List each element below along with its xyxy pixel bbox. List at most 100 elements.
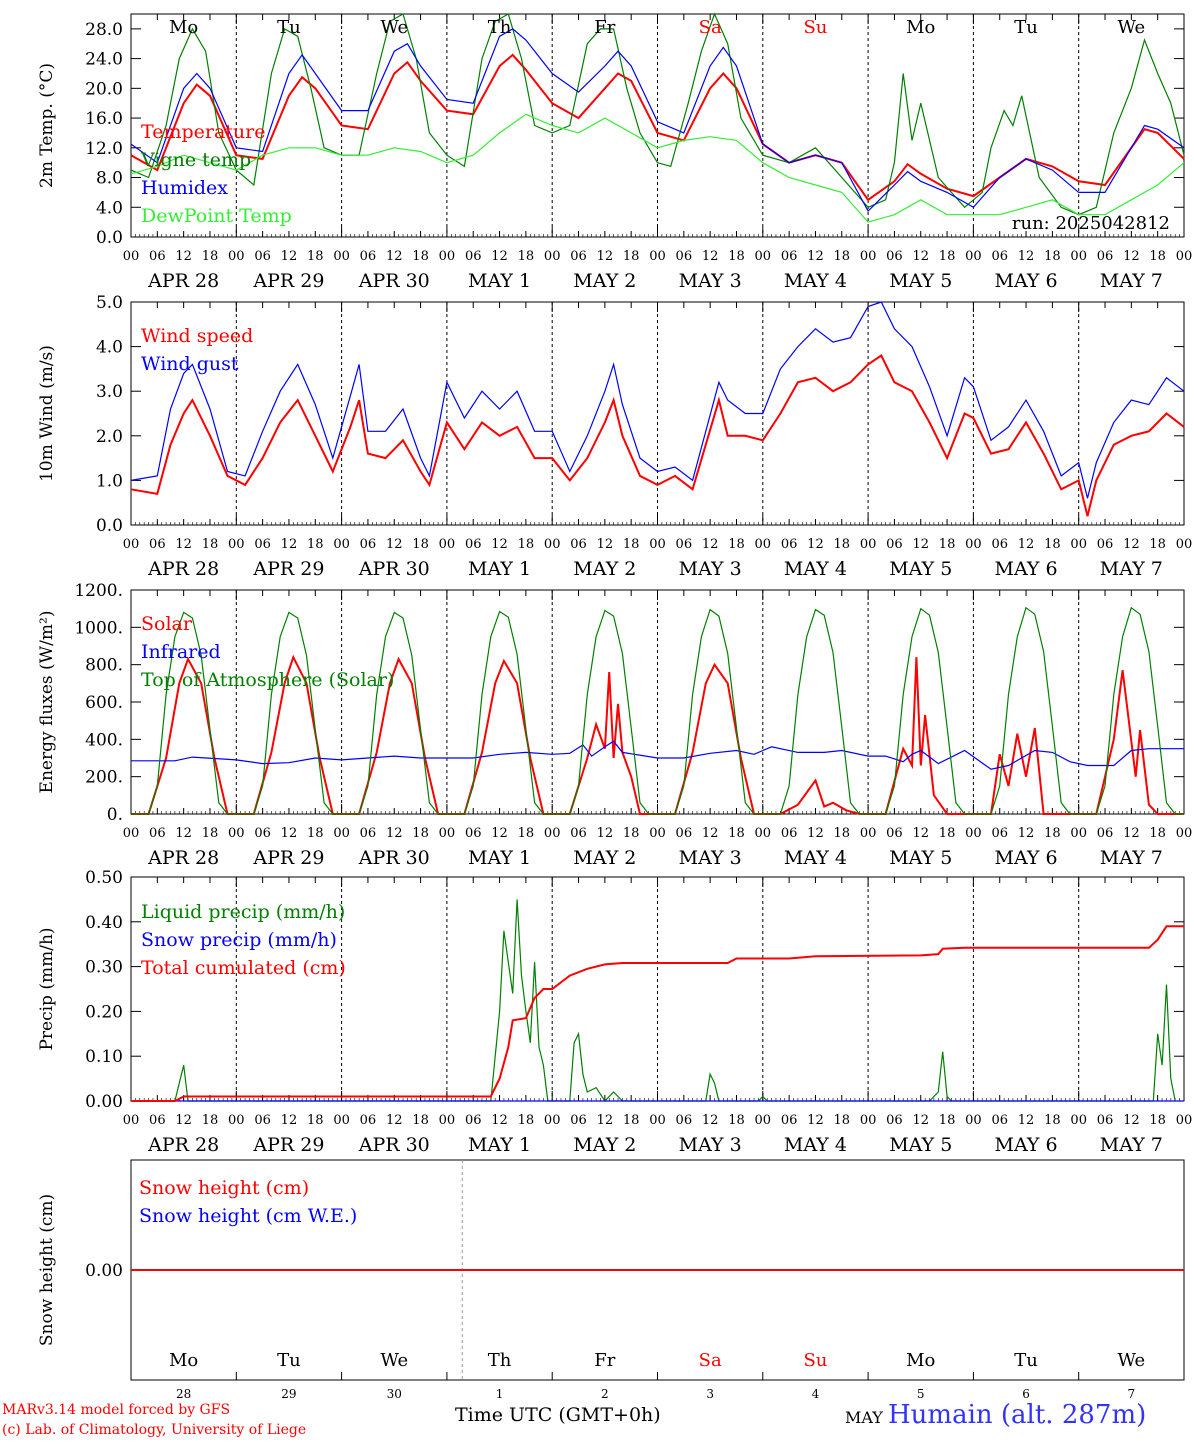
hour-label: 12	[281, 537, 298, 552]
y-tick-label: 5.0	[96, 293, 123, 313]
hour-label: 12	[807, 826, 824, 841]
hour-label: 06	[360, 1113, 377, 1128]
legend-entry: Total cumulated (cm)	[141, 957, 346, 979]
day-of-week-label: Tu	[277, 17, 301, 38]
hour-label: 12	[175, 537, 192, 552]
date-label: MAY 7	[1100, 1134, 1163, 1156]
hour-label: 06	[991, 249, 1008, 264]
hour-label: 00	[228, 826, 245, 841]
hour-label: 00	[965, 826, 982, 841]
y-tick-label: 400.	[85, 730, 123, 750]
hour-label: 00	[1070, 1113, 1087, 1128]
legend-entry: Vigne temp	[140, 149, 251, 171]
legend-entry: Temperature	[141, 121, 265, 143]
hour-label: 18	[518, 1113, 535, 1128]
y-tick-label: 0.0	[96, 228, 123, 248]
hour-label: 12	[597, 537, 614, 552]
hour-label: 00	[333, 1113, 350, 1128]
hour-label: 18	[518, 826, 535, 841]
hour-label: 12	[1123, 1113, 1140, 1128]
day-number-label: 2	[601, 1387, 609, 1401]
hour-label: 12	[807, 537, 824, 552]
y-tick-label: 0.	[107, 805, 123, 825]
day-of-week-label: Tu	[1014, 1350, 1038, 1371]
day-of-week-label: Mo	[169, 17, 198, 38]
hour-label: 12	[1123, 537, 1140, 552]
hour-label: 18	[202, 537, 219, 552]
hour-label: 18	[202, 826, 219, 841]
y-axis-label: 10m Wind (m/s)	[37, 345, 57, 482]
date-label: MAY 1	[468, 558, 531, 580]
hour-label: 06	[149, 249, 166, 264]
hour-label: 06	[781, 249, 798, 264]
date-label: APR 30	[358, 1134, 430, 1156]
hour-label: 12	[702, 1113, 719, 1128]
hour-label: 18	[834, 249, 851, 264]
day-of-week-label: We	[1118, 17, 1146, 38]
hour-label: 06	[254, 249, 271, 264]
hour-label: 18	[939, 537, 956, 552]
hour-label: 18	[518, 249, 535, 264]
hour-label: 12	[491, 249, 508, 264]
day-of-week-label: We	[380, 1350, 408, 1371]
hour-label: 06	[886, 249, 903, 264]
panel-2: 00 06 12 18 00 06 12 18 00 06 12 18 00 06 12 18 00 06 12 18…	[37, 293, 1192, 580]
lab-credit-line: (c) Lab. of Climatology, University of L…	[2, 1422, 307, 1438]
y-tick-label: 800.	[85, 656, 123, 676]
date-label: MAY 1	[468, 1134, 531, 1156]
date-label: MAY 6	[995, 270, 1058, 292]
legend-entry: DewPoint Temp	[141, 205, 292, 227]
hour-label: 18	[939, 1113, 956, 1128]
date-label: MAY 5	[889, 270, 952, 292]
hour-label: 00	[860, 1113, 877, 1128]
day-number-label: 7	[1128, 1387, 1136, 1401]
hour-label: 06	[991, 537, 1008, 552]
legend-entry: Top of Atmosphere (Solar)	[141, 669, 394, 691]
hour-label: 00	[439, 249, 456, 264]
hour-label: 00	[860, 826, 877, 841]
hour-label: 00	[544, 249, 561, 264]
hour-label: 12	[807, 1113, 824, 1128]
hour-label: 06	[781, 537, 798, 552]
hour-label: 06	[465, 249, 482, 264]
hour-label: 12	[281, 826, 298, 841]
date-label: MAY 6	[995, 1134, 1058, 1156]
hour-label: 06	[570, 537, 587, 552]
hour-label: 12	[912, 249, 929, 264]
y-tick-label: 0.30	[85, 958, 123, 978]
hour-label: 18	[518, 537, 535, 552]
hour-label: 12	[175, 826, 192, 841]
hour-label: 12	[1018, 826, 1035, 841]
series-line-3	[131, 925, 1184, 1102]
hour-label: 06	[886, 537, 903, 552]
hour-label: 12	[1123, 826, 1140, 841]
date-label: APR 30	[358, 270, 430, 292]
date-label: MAY 3	[679, 847, 742, 869]
day-of-week-label: Fr	[594, 17, 615, 38]
hour-label: 00	[755, 826, 772, 841]
hour-label: 12	[1123, 249, 1140, 264]
hour-label: 18	[728, 826, 745, 841]
hour-label: 12	[491, 537, 508, 552]
series-line-1	[130, 354, 1185, 517]
hour-label: 12	[491, 1113, 508, 1128]
hour-label: 00	[965, 249, 982, 264]
hour-label: 06	[570, 249, 587, 264]
date-label: MAY 4	[784, 1134, 847, 1156]
date-label: MAY 2	[573, 270, 636, 292]
hour-label: 06	[360, 826, 377, 841]
hour-label: 18	[623, 1113, 640, 1128]
date-label: MAY 1	[468, 847, 531, 869]
hour-label: 06	[149, 537, 166, 552]
date-label: APR 28	[147, 1134, 219, 1156]
hour-label: 12	[597, 1113, 614, 1128]
hour-label: 00	[1176, 1113, 1193, 1128]
hour-label: 06	[254, 537, 271, 552]
date-label: MAY 2	[573, 1134, 636, 1156]
hour-label: 12	[491, 826, 508, 841]
day-of-week-label: Mo	[906, 1350, 935, 1371]
legend-entry: Wind gust	[141, 353, 239, 375]
y-tick-label: 4.0	[96, 198, 123, 218]
legend-entry: Snow height (cm W.E.)	[139, 1205, 357, 1227]
hour-label: 12	[597, 826, 614, 841]
